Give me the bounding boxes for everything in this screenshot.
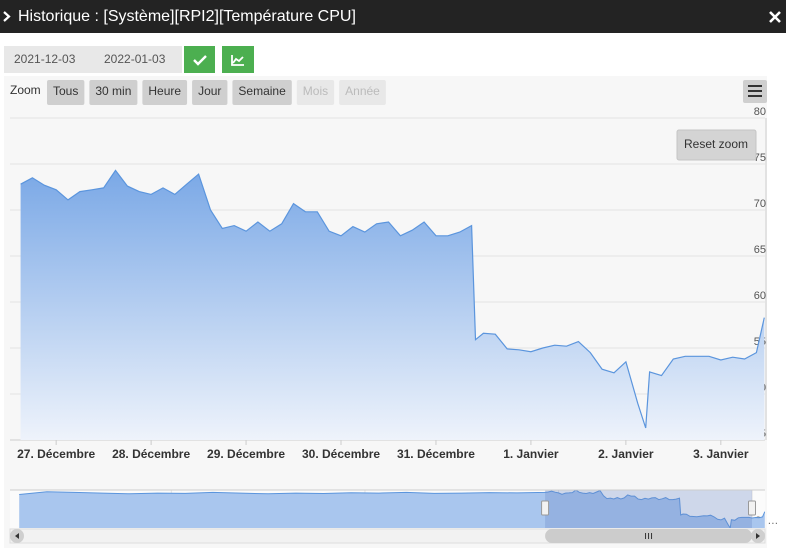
x-tick-label: 30. Décembre — [302, 447, 380, 461]
zoom-button-label[interactable]: 30 min — [95, 84, 131, 98]
close-button[interactable] — [769, 11, 781, 23]
chevron-icon — [3, 11, 11, 22]
navigator-handle[interactable] — [541, 500, 550, 516]
zoom-button[interactable] — [232, 80, 292, 105]
zoom-button — [296, 80, 335, 105]
check-icon — [193, 55, 207, 66]
y-tick-label: 80 — [754, 106, 766, 118]
zoom-button[interactable] — [47, 80, 85, 105]
end-date[interactable]: 2022-01-03 — [104, 52, 166, 66]
y-tick-label: 60 — [754, 290, 766, 302]
start-date[interactable]: 2021-12-03 — [14, 52, 76, 66]
chart-icon — [231, 55, 244, 66]
x-tick-label: 2. Janvier — [598, 447, 654, 461]
title-bar — [0, 0, 786, 33]
zoom-button[interactable] — [192, 80, 228, 105]
zoom-button[interactable] — [142, 80, 188, 105]
scrollbar-arrow — [15, 533, 19, 539]
area-line — [20, 169, 765, 429]
window-title: Historique : [Système][RPI2][Température… — [18, 8, 356, 25]
zoom-button-label: Année — [345, 84, 380, 98]
x-tick-label: 31. Décembre — [397, 447, 475, 461]
area-fill — [20, 170, 765, 440]
navigator-selection[interactable] — [545, 490, 752, 528]
zoom-button-label[interactable]: Semaine — [238, 84, 286, 98]
navigator-handle[interactable] — [748, 500, 756, 516]
navigator-series — [19, 490, 765, 528]
validate-button[interactable] — [184, 46, 215, 73]
x-tick-label: 29. Décembre — [207, 447, 285, 461]
x-tick-label: 3. Janvier — [693, 447, 749, 461]
reset-zoom-label[interactable]: Reset zoom — [684, 137, 748, 151]
menu-icon — [748, 85, 762, 97]
y-tick-label: 70 — [754, 198, 766, 210]
zoom-label: Zoom — [10, 83, 41, 97]
x-tick-label: 28. Décembre — [112, 447, 190, 461]
y-tick-label: 65 — [754, 244, 766, 256]
zoom-button[interactable] — [89, 80, 138, 105]
zoom-button-label[interactable]: Tous — [53, 84, 78, 98]
navigator-area — [19, 490, 765, 528]
scrollbar-arrow — [756, 533, 760, 539]
date-range-input[interactable] — [4, 46, 182, 73]
reset-zoom-button[interactable] — [676, 129, 757, 161]
y-tick-label: 75 — [754, 152, 766, 164]
zoom-button-label: Mois — [303, 84, 328, 98]
x-tick-label: 1. Janvier — [503, 447, 559, 461]
zoom-button-label[interactable]: Jour — [198, 84, 221, 98]
x-tick-label: 27. Décembre — [17, 447, 95, 461]
zoom-button-label[interactable]: Heure — [148, 84, 181, 98]
navigator-line — [19, 490, 765, 528]
zoom-button — [339, 80, 386, 105]
